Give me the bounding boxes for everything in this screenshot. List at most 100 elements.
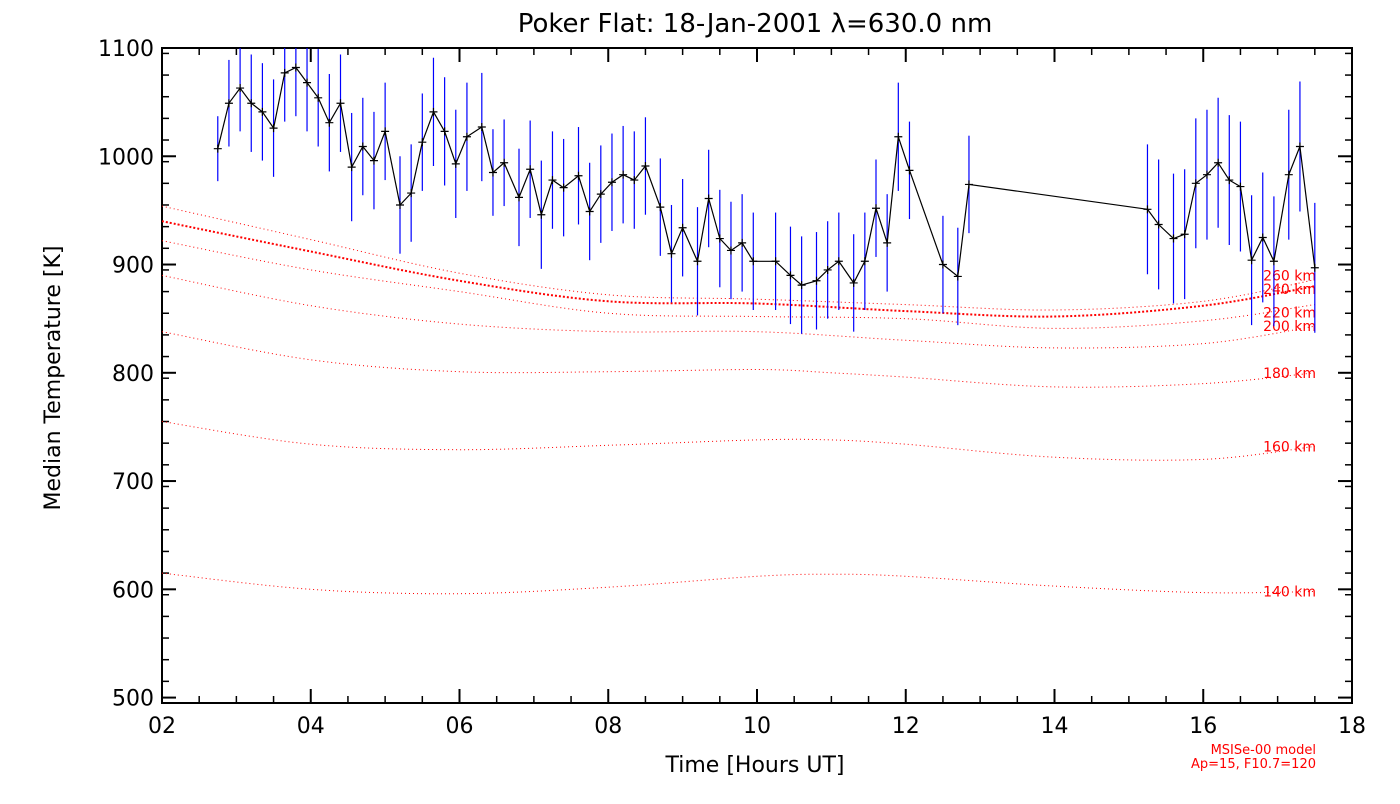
- data-point: [619, 170, 628, 179]
- y-tick-label: 600: [112, 578, 154, 603]
- x-tick-label: 02: [148, 714, 176, 739]
- data-point: [1258, 233, 1267, 242]
- data-point: [905, 166, 914, 175]
- data-point: [883, 238, 892, 247]
- data-point: [607, 178, 616, 187]
- data-point: [656, 203, 665, 212]
- data-point: [477, 123, 486, 132]
- data-point: [429, 107, 438, 116]
- plot-area: 02 04 06 08 10 12 14 16 18 500 600 700 800 900 1000 110…: [98, 37, 1366, 739]
- data-point: [678, 223, 687, 232]
- data-point: [938, 260, 947, 269]
- data-point: [358, 142, 367, 151]
- x-tick-label: 14: [1041, 714, 1069, 739]
- data-point: [526, 165, 535, 174]
- data-point: [641, 162, 650, 171]
- data-point: [1236, 182, 1245, 191]
- model-annotation-line1: MSISe-00 model: [1211, 743, 1316, 758]
- data-point: [396, 200, 404, 209]
- data-point: [786, 271, 795, 280]
- data-point: [667, 249, 676, 258]
- y-axis-label: Median Temperature [K]: [41, 246, 66, 511]
- data-point: [630, 176, 639, 185]
- data-point: [574, 171, 583, 180]
- data-point: [1284, 170, 1293, 179]
- data-point: [224, 99, 233, 108]
- data-point: [462, 132, 471, 141]
- model-curve: [162, 205, 1315, 311]
- data-point: [812, 276, 821, 285]
- data-point: [407, 189, 416, 198]
- data-point: [964, 180, 973, 189]
- data-point: [749, 257, 758, 266]
- data-point: [488, 168, 497, 177]
- x-tick-label: 06: [446, 714, 474, 739]
- data-point: [953, 272, 962, 281]
- data-point: [1269, 257, 1278, 266]
- x-tick-label: 08: [594, 714, 622, 739]
- model-curve: [162, 274, 1315, 349]
- model-curve: [162, 240, 1315, 329]
- data-point: [872, 204, 880, 213]
- model-curve-label: 160 km: [1263, 439, 1316, 455]
- x-axis-label: Time [Hours UT]: [665, 753, 845, 778]
- x-tick-label: 10: [743, 714, 771, 739]
- temperature-series-line: [217, 66, 1316, 286]
- data-point: [247, 99, 256, 108]
- data-point: [451, 159, 460, 168]
- data-point: [1214, 158, 1223, 167]
- data-point: [738, 238, 747, 247]
- y-tick-label: 700: [112, 470, 154, 495]
- data-point: [1143, 205, 1152, 214]
- data-point: [894, 132, 903, 141]
- data-point: [596, 190, 605, 199]
- data-point: [291, 63, 300, 72]
- data-point: [336, 99, 345, 108]
- y-tick-label: 900: [112, 254, 154, 279]
- data-point: [258, 107, 267, 116]
- y-tick-label: 800: [112, 362, 154, 387]
- y-tick-label: 1100: [98, 37, 154, 62]
- data-point: [1154, 220, 1163, 229]
- data-point: [280, 68, 289, 77]
- model-curve-label: 200 km: [1263, 319, 1316, 335]
- data-point: [269, 124, 278, 133]
- data-point: [1247, 256, 1256, 265]
- model-curve-label: 260 km: [1263, 269, 1316, 285]
- data-point: [347, 163, 356, 172]
- data-point: [704, 194, 713, 203]
- data-point: [500, 158, 509, 167]
- data-point: [213, 144, 222, 153]
- data-point: [559, 183, 568, 192]
- data-point: [693, 257, 702, 266]
- data-point: [1169, 234, 1178, 243]
- y-tick-label: 500: [112, 687, 154, 712]
- data-point: [771, 257, 780, 266]
- data-point: [314, 93, 323, 102]
- data-point: [369, 156, 378, 165]
- data-point: [537, 210, 546, 219]
- data-point: [440, 127, 449, 136]
- model-curve-label: 180 km: [1263, 366, 1316, 382]
- data-point: [548, 176, 557, 185]
- data-point: [1180, 230, 1189, 239]
- data-point: [849, 278, 858, 287]
- x-tick-label: 16: [1189, 714, 1217, 739]
- data-point: [325, 118, 334, 127]
- data-point: [1310, 263, 1319, 272]
- data-point: [1202, 170, 1211, 179]
- data-point: [515, 193, 523, 202]
- data-point: [1295, 142, 1304, 151]
- model-curve-label: 240 km: [1263, 282, 1316, 298]
- data-point: [381, 127, 390, 136]
- model-curve: [162, 572, 1315, 595]
- chart-title: Poker Flat: 18-Jan-2001 λ=630.0 nm: [518, 9, 993, 39]
- x-tick-label: 18: [1338, 714, 1366, 739]
- model-curve: [162, 220, 1315, 318]
- data-point: [797, 281, 806, 290]
- data-point: [1191, 179, 1200, 188]
- data-point: [715, 234, 724, 243]
- data-point: [860, 257, 869, 266]
- model-curve-label: 220 km: [1263, 306, 1316, 322]
